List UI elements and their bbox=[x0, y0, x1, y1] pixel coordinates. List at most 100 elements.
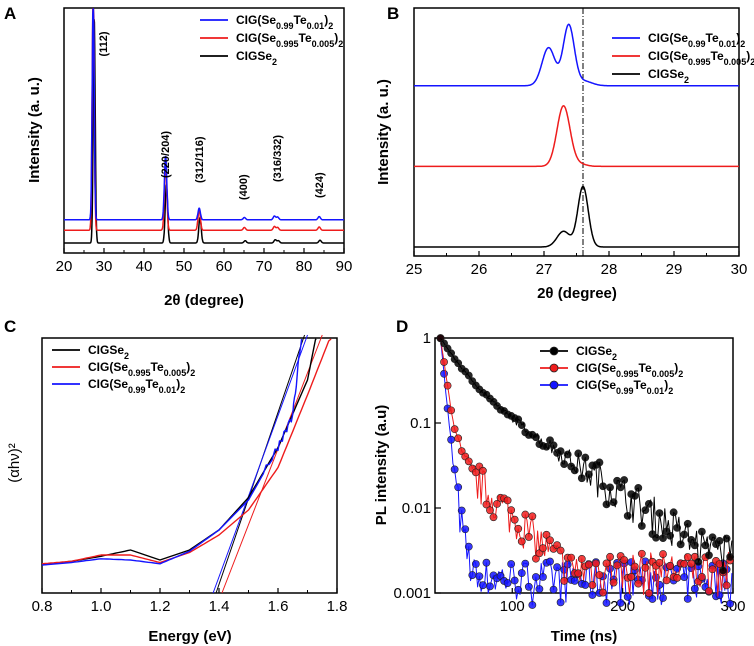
panel-a-xlabel: 2θ (degree) bbox=[164, 292, 244, 309]
panel-d-point-0-72 bbox=[563, 450, 572, 459]
panel-a-ylabel: Intensity (a. u.) bbox=[26, 77, 43, 183]
panel-d-point-2-102 bbox=[616, 599, 625, 607]
panel-d-point-1-30 bbox=[489, 513, 498, 522]
panel-d-point-1-8 bbox=[450, 425, 459, 434]
panel-d-point-1-78 bbox=[574, 569, 583, 578]
panel-d-point-1-54 bbox=[531, 554, 540, 563]
panel-c-line-1 bbox=[41, 338, 332, 565]
panel-d-series-0 bbox=[436, 334, 735, 575]
panel-b-x-tick-label-0: 25 bbox=[406, 261, 423, 278]
panel-d-xtick-label-2: 300 bbox=[720, 598, 745, 615]
panel-a-peak-labels: (112) (220/204) (312/116) (400) (316/332) (42… bbox=[98, 31, 326, 200]
panel-d-point-0-76 bbox=[570, 466, 579, 475]
panel-d-point-0-122 bbox=[652, 533, 660, 542]
panel-c: C 0.8 1.0 1.2 1.4 1.6 1.8 CIGSe2CIG(Se0.995Te… bbox=[4, 317, 347, 645]
panel-d-point-0-152 bbox=[705, 551, 713, 560]
panel-a-line-2 bbox=[63, 18, 345, 244]
panel-d-point-1-86 bbox=[588, 581, 597, 589]
panel-b-legend: CIG(Se0.99Te0.01)2CIG(Se0.995Te0.005)2CI… bbox=[612, 31, 754, 85]
panel-d-point-2-38 bbox=[503, 579, 512, 587]
panel-b-line-0 bbox=[413, 23, 740, 87]
panel-c-xticks: 0.8 1.0 1.2 1.4 1.6 1.8 bbox=[32, 588, 347, 615]
panel-d-point-0-154 bbox=[708, 533, 717, 542]
panel-d-point-1-140 bbox=[683, 553, 692, 561]
panel-d-point-2-62 bbox=[546, 557, 554, 566]
panel-d-ytick-label-3: 1 bbox=[423, 330, 431, 347]
panel-a-x-tick-label-1: 30 bbox=[96, 258, 113, 275]
panel-d-point-1-152 bbox=[705, 587, 713, 596]
panel-c-legend-label-2: CIG(Se0.99Te0.01)2 bbox=[88, 377, 185, 395]
panel-d-point-0-110 bbox=[630, 491, 639, 500]
panel-d-point-2-20 bbox=[471, 560, 480, 568]
panel-c-legend: CIGSe2CIG(Se0.995Te0.005)2CIG(Se0.99Te0.… bbox=[52, 343, 195, 395]
panel-a-peak-label-2: (312/116) bbox=[194, 136, 206, 183]
panel-d-point-0-104 bbox=[620, 476, 629, 484]
panel-d-point-2-48 bbox=[521, 559, 530, 568]
panel-d-point-2-164 bbox=[726, 599, 735, 608]
panel-d-point-0-112 bbox=[634, 484, 643, 492]
panel-b-x-tick-label-2: 27 bbox=[536, 261, 553, 278]
panel-d-point-1-46 bbox=[517, 537, 526, 546]
panel-d-point-1-58 bbox=[539, 544, 547, 553]
panel-d-point-0-124 bbox=[655, 509, 664, 518]
panel-d-point-2-52 bbox=[528, 601, 537, 609]
panel-d-point-1-110 bbox=[630, 562, 639, 571]
panel-d-point-2-44 bbox=[514, 585, 523, 594]
panel-d-point-2-6 bbox=[447, 435, 456, 444]
panel-d-point-0-164 bbox=[726, 553, 735, 561]
panel-d-point-2-82 bbox=[581, 581, 590, 589]
panel-d-point-2-64 bbox=[549, 585, 558, 594]
panel-d-point-1-148 bbox=[697, 573, 706, 581]
panel-d-ytick-label-2: 0.1 bbox=[410, 415, 431, 432]
panel-c-fit-line-1 bbox=[221, 334, 323, 594]
panel-d-point-2-86 bbox=[588, 591, 597, 599]
panel-b-xticks: 25 26 27 28 29 30 bbox=[406, 251, 748, 278]
panel-d-point-1-28 bbox=[486, 506, 494, 515]
panel-b-x-tick-label-5: 30 bbox=[731, 261, 748, 278]
panel-c-x-tick-label-1: 1.0 bbox=[91, 598, 112, 615]
panel-d-point-2-54 bbox=[531, 573, 540, 581]
panel-c-series bbox=[41, 334, 332, 594]
panel-d-point-2-14 bbox=[461, 525, 470, 534]
panel-b-ylabel: Intensity (a. u.) bbox=[375, 79, 392, 185]
panel-d-point-1-84 bbox=[584, 560, 593, 569]
panel-d-point-0-54 bbox=[531, 433, 540, 442]
panel-d-point-2-138 bbox=[680, 573, 689, 582]
panel-d-point-0-140 bbox=[683, 519, 692, 528]
panel-a-x-tick-label-5: 70 bbox=[256, 258, 273, 275]
panel-d-point-1-66 bbox=[553, 541, 561, 550]
panel-a-x-tick-label-3: 50 bbox=[176, 258, 193, 275]
panel-d-point-0-132 bbox=[669, 508, 678, 517]
panel-d-point-0-84 bbox=[584, 470, 593, 479]
panel-c-x-tick-label-3: 1.4 bbox=[209, 598, 230, 615]
panel-a-legend-label-1: CIG(Se0.995Te0.005)2 bbox=[236, 31, 343, 49]
panel-d-point-1-126 bbox=[659, 550, 667, 558]
panel-a-legend-label-0: CIG(Se0.99Te0.01)2 bbox=[236, 13, 333, 31]
panel-d-point-0-160 bbox=[719, 566, 727, 575]
panel-d-point-0-96 bbox=[606, 483, 614, 492]
panel-b-legend-label-2: CIGSe2 bbox=[648, 67, 689, 85]
panel-a-peak-label-3: (400) bbox=[238, 174, 250, 200]
panel-d-legend: CIGSe2CIG(Se0.995Te0.005)2CIG(Se0.99Te0.… bbox=[540, 344, 683, 396]
panel-d-point-1-6 bbox=[447, 406, 456, 415]
panel-d-point-1-104 bbox=[620, 556, 629, 564]
panel-d-point-2-56 bbox=[535, 585, 544, 593]
panel-d-point-1-70 bbox=[560, 577, 569, 585]
panel-d-point-1-124 bbox=[655, 558, 664, 567]
panel-d-legend-marker-0 bbox=[549, 346, 559, 356]
panel-c-legend-label-0: CIGSe2 bbox=[88, 343, 129, 361]
panel-a-line-1 bbox=[63, 8, 345, 231]
panel-d-point-0-90 bbox=[595, 458, 604, 467]
panel-d-point-2-46 bbox=[517, 569, 526, 577]
panel-a-xticks: 20 30 40 50 60 70 80 90 bbox=[56, 248, 352, 275]
panel-d-legend-marker-2 bbox=[549, 380, 559, 390]
panel-d-point-0-134 bbox=[673, 523, 682, 532]
panel-b-x-tick-label-4: 29 bbox=[666, 261, 683, 278]
panel-d-point-0-60 bbox=[542, 442, 551, 451]
panel-d-letter: D bbox=[396, 317, 408, 336]
panel-d-point-0-146 bbox=[694, 557, 703, 566]
panel-a: A 20 30 40 50 60 70 80 90 (112) (220/204) (312/11… bbox=[4, 4, 352, 309]
panel-d-point-0-116 bbox=[641, 506, 650, 515]
panel-d-point-0-100 bbox=[613, 476, 622, 485]
